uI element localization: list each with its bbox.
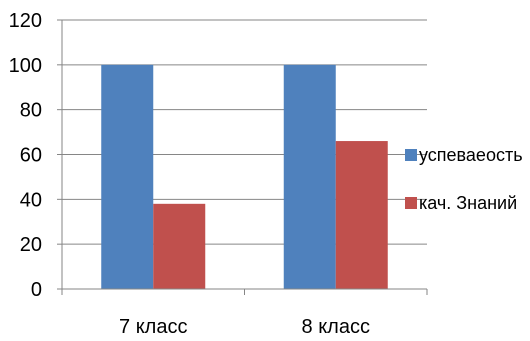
y-tick-label: 0 — [31, 279, 42, 301]
bars — [101, 64, 388, 289]
bar-uspevaemost-1 — [101, 64, 154, 289]
bar-kach-znaniy-1 — [153, 203, 206, 289]
legend-swatch — [405, 149, 417, 161]
y-tick-label: 120 — [9, 10, 42, 32]
y-tick-label: 80 — [20, 100, 42, 122]
legend-swatch — [405, 197, 417, 209]
y-tick-label: 40 — [20, 189, 42, 211]
y-tick-label: 20 — [20, 234, 42, 256]
y-tick-label: 100 — [9, 55, 42, 77]
x-tick-label: 8 класс — [302, 316, 370, 338]
x-tick-label: 7 класс — [119, 316, 187, 338]
legend: успеваеость кач. Знаний — [405, 145, 523, 213]
legend-label: кач. Знаний — [419, 193, 517, 213]
legend-label: успеваеость — [419, 145, 523, 165]
y-tick-label: 60 — [20, 145, 42, 167]
bar-uspevaemost-2 — [283, 64, 336, 289]
y-tick-labels: 0 20 40 60 80 100 120 — [9, 10, 42, 301]
x-tick-labels: 7 класс 8 класс — [119, 316, 370, 338]
bar-kach-znaniy-2 — [335, 141, 388, 289]
x-tick-marks — [61, 289, 428, 295]
